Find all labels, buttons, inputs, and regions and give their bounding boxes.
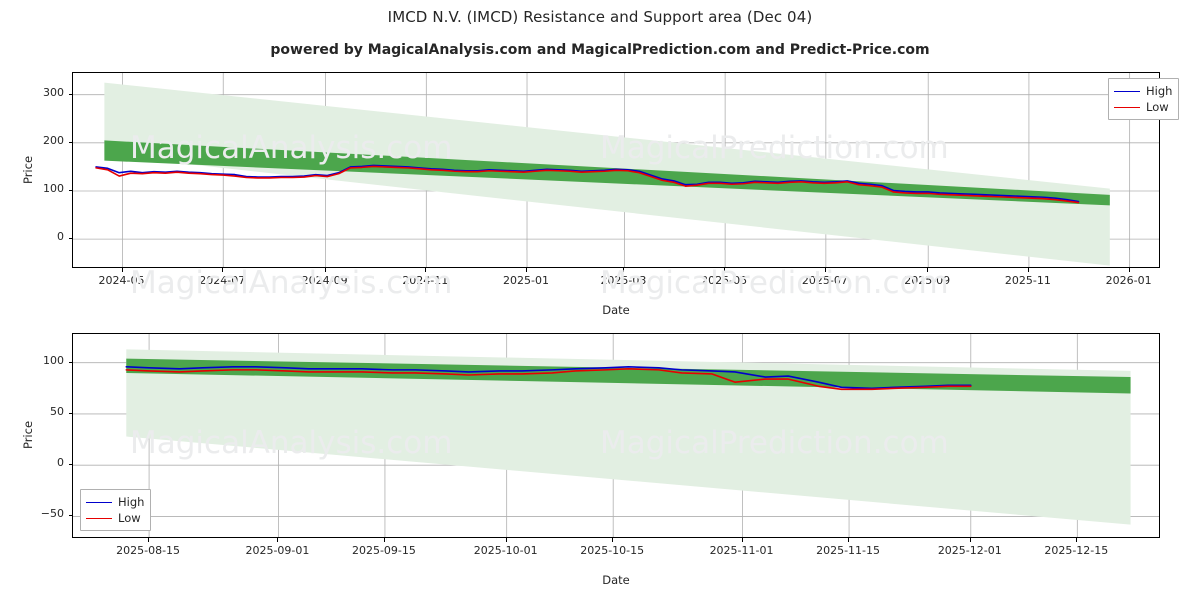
x-tickmark [526, 268, 528, 272]
legend-item-high: High [86, 494, 144, 510]
outer-band [126, 349, 1131, 525]
x-tickmark [1128, 268, 1130, 272]
y-tickmark [68, 515, 72, 517]
series-line-high [95, 164, 1080, 203]
x-tick-label: 2025-05 [701, 274, 748, 287]
page-title: IMCD N.V. (IMCD) Resistance and Support … [387, 8, 813, 26]
x-tickmark [969, 538, 971, 542]
y-tickmark [68, 141, 72, 143]
y-tickmark [68, 238, 72, 240]
x-tick-label: 2025-09-15 [351, 544, 416, 557]
legend-swatch-low [1114, 106, 1140, 108]
x-tick-label: 2025-03 [600, 274, 647, 287]
x-tickmark [222, 268, 224, 272]
x-tickmark [1076, 538, 1078, 542]
x-tick-label: 2025-07 [801, 274, 848, 287]
y-tickmark [68, 464, 72, 466]
x-tickmark [848, 538, 850, 542]
page-subtitle: powered by MagicalAnalysis.com and Magic… [270, 42, 930, 58]
y-tick-label: 0 [57, 230, 64, 244]
legend-label-high: High [118, 495, 145, 509]
x-tickmark [724, 268, 726, 272]
x-tickmark [824, 268, 826, 272]
legend-swatch-high [86, 501, 112, 503]
legend-label-high: High [1146, 84, 1173, 98]
series-line-low [125, 368, 972, 391]
x-tickmark [741, 538, 743, 542]
series-line-high [125, 366, 972, 390]
x-tick-label: 2025-09 [904, 274, 951, 287]
x-tickmark [121, 268, 123, 272]
x-tick-label: 2025-01 [503, 274, 549, 287]
y-tick-label: 100 [43, 353, 64, 367]
legend-label-low: Low [118, 511, 141, 525]
y-tickmark [68, 361, 72, 363]
legend-swatch-low [86, 517, 112, 519]
y-tick-label: 0 [57, 456, 64, 470]
series-line-low [95, 165, 1080, 204]
x-tick-label: 2025-10-15 [580, 544, 645, 557]
x-tick-label: 2024-11 [402, 274, 449, 287]
y-tickmark [68, 189, 72, 191]
legend-item-low: Low [86, 510, 144, 526]
upper-chart-legend: High Low [1108, 78, 1180, 120]
x-tick-label: 2024-05 [98, 274, 145, 287]
legend-swatch-high [1114, 90, 1140, 92]
x-tickmark [324, 268, 326, 272]
lower-x-axis-label: Date [602, 573, 630, 587]
y-tickmark [68, 93, 72, 95]
x-tick-label: 2025-08-15 [116, 544, 181, 557]
legend-label-low: Low [1146, 100, 1169, 114]
x-tick-label: 2024-07 [199, 274, 246, 287]
x-tick-label: 2025-12-15 [1044, 544, 1109, 557]
x-tickmark [505, 538, 507, 542]
x-tickmark [277, 538, 279, 542]
upper-x-axis-label: Date [602, 303, 630, 317]
x-tickmark [623, 268, 625, 272]
upper-chart-axes [72, 72, 1160, 268]
y-tick-label: 50 [50, 404, 64, 418]
inner-band [104, 140, 1110, 206]
x-tick-label: 2024-09 [301, 274, 348, 287]
y-tick-label: 100 [43, 181, 64, 195]
y-tick-label: −50 [40, 507, 64, 521]
x-tick-label: 2025-12-01 [937, 544, 1002, 557]
inner-band [126, 358, 1131, 394]
y-tickmark [68, 412, 72, 414]
y-tick-label: 300 [43, 85, 64, 99]
x-tick-label: 2026-01 [1105, 274, 1152, 287]
x-tick-label: 2025-11 [1004, 274, 1051, 287]
lower-chart-legend: High Low [80, 489, 152, 531]
x-tick-label: 2025-10-01 [473, 544, 538, 557]
lower-chart-axes [72, 333, 1160, 538]
x-tickmark [612, 538, 614, 542]
x-tick-label: 2025-11-01 [709, 544, 774, 557]
legend-item-high: High [1114, 83, 1172, 99]
y-tick-label: 200 [43, 133, 64, 147]
x-tickmark [425, 268, 427, 272]
legend-item-low: Low [1114, 99, 1172, 115]
x-tickmark [1027, 268, 1029, 272]
x-tick-label: 2025-11-15 [816, 544, 881, 557]
x-tick-label: 2025-09-01 [245, 544, 310, 557]
x-tickmark [383, 538, 385, 542]
x-tickmark [927, 268, 929, 272]
x-tickmark [148, 538, 150, 542]
